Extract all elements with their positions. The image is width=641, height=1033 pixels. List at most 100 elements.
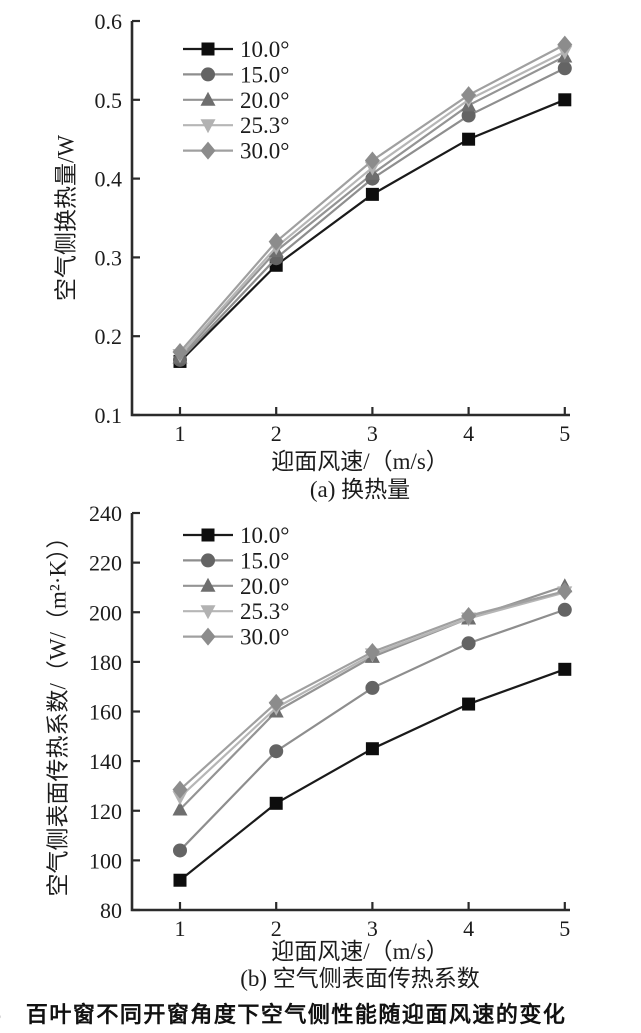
chart-b-y-axis-label: 空气侧表面传热系数/（W/（m²·K）） <box>46 525 71 896</box>
series-10.0°-marker <box>173 873 187 887</box>
chart-a-y-axis-label: 空气侧换热量/W <box>54 135 79 301</box>
series-10.0°-marker <box>558 662 572 676</box>
legend-label-10.0°: 10.0° <box>240 523 289 548</box>
chart-b-x-axis-label: 迎面风速/（m/s） <box>271 939 449 964</box>
legend-label-20.0°: 20.0° <box>240 88 289 113</box>
series-30.0°-marker <box>268 693 284 712</box>
chart-a-axes <box>130 21 570 417</box>
legend-marker-20.0° <box>200 577 216 592</box>
legend-label-20.0°: 20.0° <box>240 574 289 599</box>
chart-a-x-tick-label: 5 <box>559 421 570 446</box>
chart-b-y-tick-label: 220 <box>89 551 122 576</box>
series-15.0°-marker <box>365 680 380 695</box>
legend-marker-25.3° <box>200 605 216 620</box>
legend-item-15.0°: 15.0° <box>183 62 289 87</box>
legend-marker-30.0° <box>200 627 216 646</box>
legend-item-10.0°: 10.0° <box>183 523 289 548</box>
chart-a-y-tick-label: 0.4 <box>95 167 123 192</box>
chart-a-x-tick-label: 2 <box>271 421 282 446</box>
legend-marker-20.0° <box>200 91 216 106</box>
series-30.0°-marker <box>461 86 477 105</box>
chart-b-x-tick-label: 3 <box>367 916 378 941</box>
series-15.0°-marker <box>557 61 572 76</box>
series-15.0°-marker <box>269 744 284 759</box>
chart-a-x-tick-label: 3 <box>367 421 378 446</box>
chart-a-y-tick-label: 0.2 <box>95 324 123 349</box>
series-30.0°-marker <box>268 232 284 251</box>
legend-label-25.3°: 25.3° <box>240 113 289 138</box>
series-30.0°-marker <box>461 606 477 625</box>
chart-b-axes <box>130 513 570 912</box>
series-15.0°-marker <box>461 636 476 651</box>
series-10.0°-marker <box>365 742 379 756</box>
series-30.0°-marker <box>172 780 188 799</box>
series-10.0°-marker <box>365 187 379 201</box>
chart-a-plot: 0.1 0.2 0.3 0.4 0.5 0.6 1 2 3 4 5 10.0°15.0°20.0°25… <box>95 9 573 446</box>
series-30.0°-marker <box>172 342 188 361</box>
series-10.0°-marker <box>462 132 476 146</box>
legend-label-25.3°: 25.3° <box>240 599 289 624</box>
legend-label-15.0°: 15.0° <box>240 62 289 87</box>
chart-a: 0.1 0.2 0.3 0.4 0.5 0.6 1 2 3 4 5 10.0°15.0°20.0°25… <box>54 9 573 502</box>
legend-marker-30.0° <box>200 141 216 160</box>
series-15.0°-marker <box>557 602 572 617</box>
legend-label-10.0°: 10.0° <box>240 37 289 62</box>
chart-b-y-tick-label: 100 <box>89 848 122 873</box>
legend-label-30.0°: 30.0° <box>240 625 289 650</box>
chart-a-x-axis-label: 迎面风速/（m/s） <box>271 449 449 474</box>
legend-item-25.3°: 25.3° <box>183 113 289 138</box>
legend-label-15.0°: 15.0° <box>240 548 289 573</box>
series-10.0°-marker <box>269 796 283 810</box>
legend-item-30.0°: 30.0° <box>183 139 289 164</box>
series-10.0°-marker <box>462 697 476 711</box>
chart-b: 80 100 120 140 160 180 200 220 240 1 2 3 4 5 10.0°15.0… <box>46 501 573 991</box>
chart-b-y-tick-label: 180 <box>89 650 122 675</box>
chart-b-y-tick-label: 140 <box>89 749 122 774</box>
legend-item-25.3°: 25.3° <box>183 599 289 624</box>
series-30.0°-marker <box>364 642 380 661</box>
figure-caption: 图 6 百叶窗不同开窗角度下空气侧性能随迎面风速的变化 <box>0 1002 566 1027</box>
chart-b-x-tick-label: 2 <box>271 916 282 941</box>
series-20.0°-line <box>179 585 566 811</box>
chart-a-y-tick-label: 0.6 <box>95 9 123 34</box>
legend-item-30.0°: 30.0° <box>183 625 289 650</box>
legend-item-15.0°: 15.0° <box>183 548 289 573</box>
chart-a-x-tick-label: 4 <box>463 421 474 446</box>
chart-b-plot: 80 100 120 140 160 180 200 220 240 1 2 3 4 5 10.0°15.0… <box>89 501 573 941</box>
chart-a-caption: (a) 换热量 <box>310 477 410 502</box>
series-10.0°-marker <box>558 93 572 107</box>
chart-b-x-tick-label: 5 <box>559 916 570 941</box>
chart-b-y-tick-label: 120 <box>89 799 122 824</box>
legend-item-10.0°: 10.0° <box>183 37 289 62</box>
chart-a-x-tick-label: 1 <box>175 421 186 446</box>
chart-b-x-tick-label: 4 <box>463 916 474 941</box>
chart-a-y-tick-label: 0.1 <box>95 403 123 428</box>
legend-marker-10.0° <box>201 42 215 56</box>
series-10.0°-line <box>179 668 566 882</box>
series-10.0°-line <box>179 98 566 363</box>
series-15.0°-marker <box>461 108 476 123</box>
series-15.0°-marker <box>173 843 187 858</box>
chart-b-caption: (b) 空气侧表面传热系数 <box>240 966 480 991</box>
chart-a-y-tick-label: 0.3 <box>95 245 123 270</box>
series-30.0°-marker <box>557 35 573 54</box>
series-20.0°-line <box>179 55 566 359</box>
legend-item-20.0°: 20.0° <box>183 88 289 113</box>
series-15.0°-line <box>179 67 566 361</box>
chart-b-x-tick-label: 1 <box>175 916 186 941</box>
series-20.0°-marker <box>172 801 188 816</box>
chart-b-y-tick-label: 80 <box>100 898 122 923</box>
legend-marker-15.0° <box>201 67 215 82</box>
chart-b-y-tick-label: 160 <box>89 700 122 725</box>
legend-label-30.0°: 30.0° <box>240 139 289 164</box>
legend-marker-25.3° <box>200 119 216 134</box>
chart-b-y-tick-label: 240 <box>89 501 122 526</box>
series-30.0°-marker <box>557 582 573 601</box>
series-30.0°-marker <box>364 151 380 170</box>
legend-item-20.0°: 20.0° <box>183 574 289 599</box>
chart-a-y-tick-label: 0.5 <box>95 88 123 113</box>
chart-b-y-tick-label: 200 <box>89 600 122 625</box>
legend-marker-10.0° <box>201 528 215 542</box>
